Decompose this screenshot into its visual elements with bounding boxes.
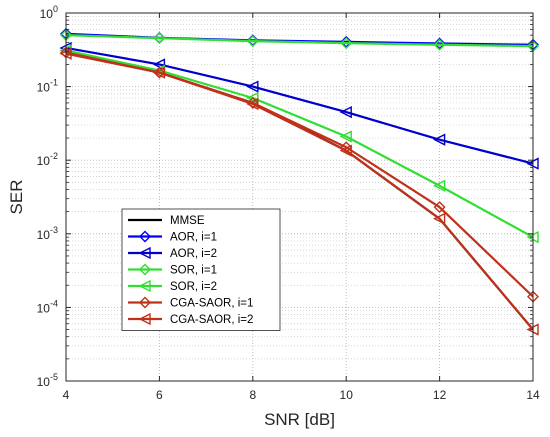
x-tick-label: 6: [156, 388, 163, 402]
triangle-marker: [138, 279, 151, 293]
y-axis-label: SER: [7, 180, 26, 215]
y-tick-label: 10-1: [37, 78, 58, 95]
legend-label: CGA-SAOR, i=1: [170, 298, 253, 310]
triangle-marker: [433, 133, 446, 146]
diamond-marker: [433, 37, 446, 50]
x-tick-label: 12: [433, 388, 447, 402]
diamond-marker: [246, 96, 259, 109]
x-axis-label: SNR [dB]: [264, 410, 335, 429]
series-sor-i-1: [60, 29, 539, 53]
triangle-marker: [339, 144, 352, 157]
triangle-marker: [339, 130, 352, 143]
triangle-marker: [433, 212, 446, 225]
diamond-marker: [340, 37, 353, 50]
diamond-marker: [433, 201, 446, 214]
x-tick-label: 10: [340, 388, 354, 402]
series-line: [65, 46, 534, 165]
y-tick-label: 10-2: [37, 151, 58, 168]
legend-label: CGA-SAOR, i=2: [170, 314, 253, 326]
series-line: [65, 34, 534, 48]
triangle-marker: [246, 91, 259, 105]
legend-label: SOR, i=2: [170, 281, 217, 293]
x-tick-labels: 4 6 8 10 12 14: [63, 388, 540, 402]
triangle-marker: [246, 80, 259, 93]
plot-frame: [65, 12, 534, 382]
x-tick-label: 4: [63, 388, 70, 402]
triangle-marker: [138, 312, 151, 326]
y-tick-label: 10-5: [37, 372, 58, 389]
triangle-marker: [152, 66, 166, 79]
triangle-marker: [339, 105, 352, 119]
diamond-marker: [340, 35, 353, 48]
y-tick-label: 100: [40, 4, 58, 21]
series-layer: [59, 27, 539, 336]
triangle-marker: [138, 246, 151, 260]
diamond-marker: [139, 296, 151, 309]
diamond-marker: [246, 35, 259, 48]
series-line: [65, 52, 534, 331]
triangle-marker: [433, 179, 446, 192]
x-tick-label: 8: [249, 388, 256, 402]
legend-label: SOR, i=1: [170, 265, 217, 277]
legend-label: AOR, i=1: [170, 232, 217, 244]
diamond-marker: [139, 230, 151, 243]
y-tick-labels: 100 10-1 10-2 10-3 10-4 10-5: [37, 4, 58, 389]
x-tick-label: 14: [526, 388, 540, 402]
diamond-marker: [433, 38, 446, 51]
triangle-marker: [246, 97, 259, 111]
diamond-marker: [340, 141, 353, 154]
y-tick-label: 10-3: [37, 225, 58, 242]
legend-label: MMSE: [170, 215, 205, 227]
legend: MMSE AOR, i=1 AOR, i=2 SOR, i=1 SOR, i=2 CGA-…: [121, 208, 281, 331]
y-tick-label: 10-4: [37, 298, 58, 315]
diamond-marker: [139, 263, 151, 276]
axis-ticks: [65, 12, 534, 382]
series-line: [65, 49, 534, 239]
legend-label: AOR, i=2: [170, 248, 217, 260]
diamond-marker: [153, 32, 166, 45]
